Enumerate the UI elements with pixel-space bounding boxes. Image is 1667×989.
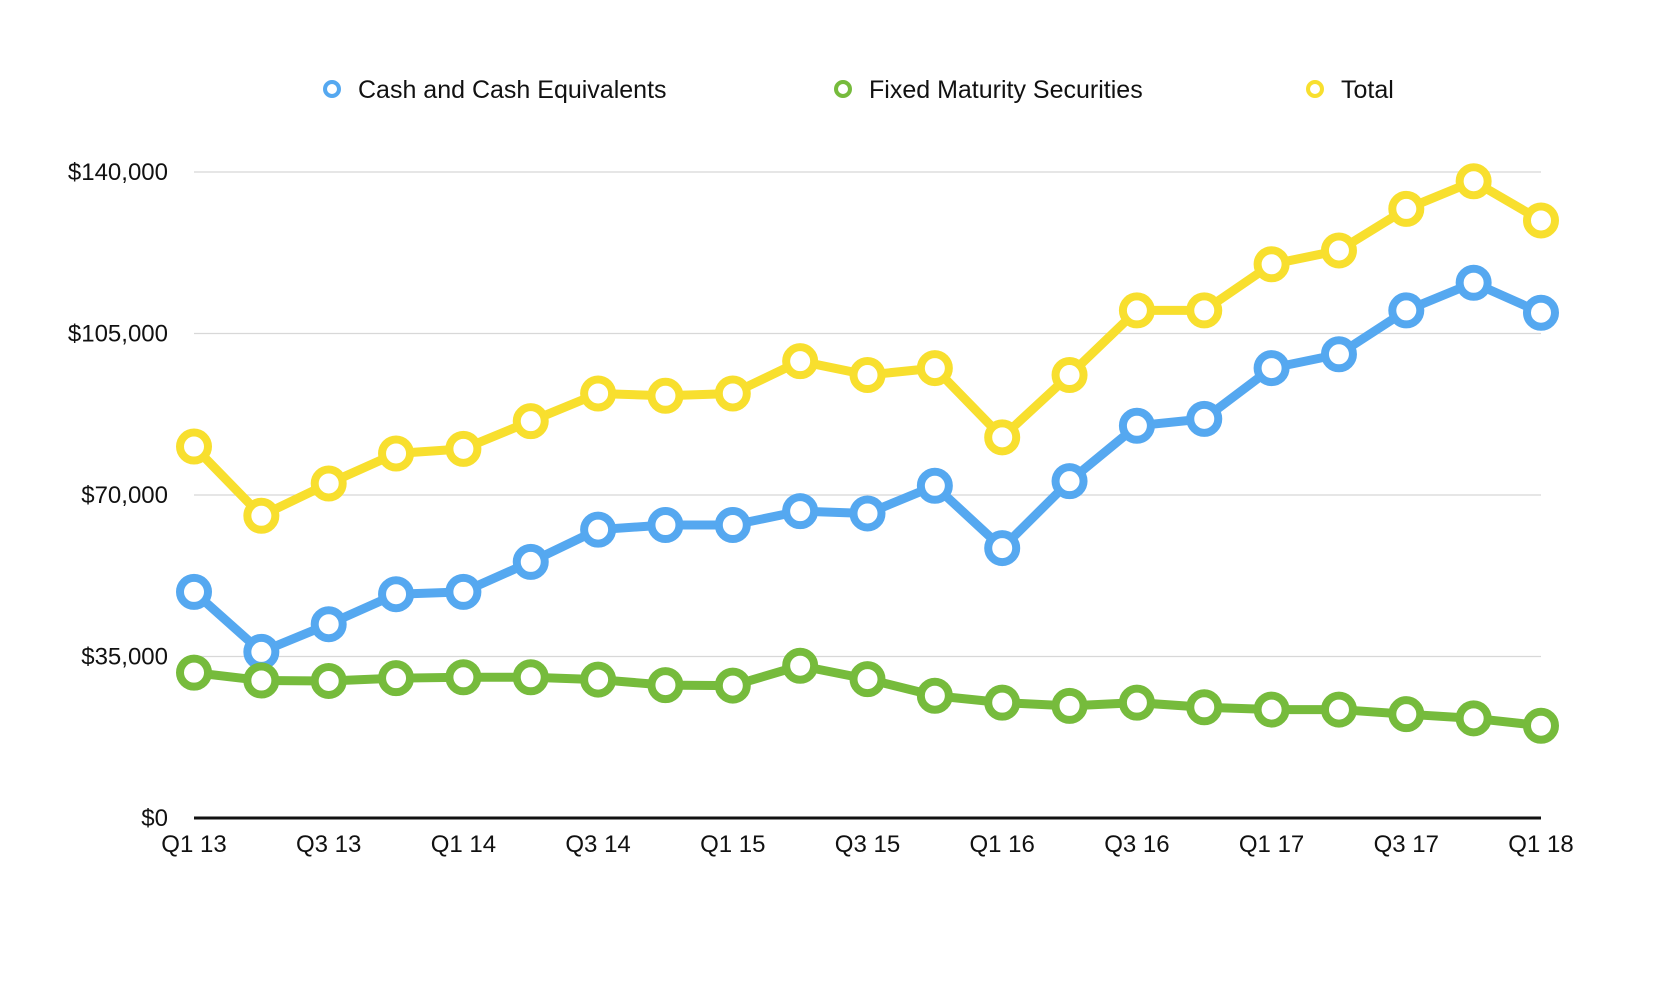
legend: Cash and Cash Equivalents Fixed Maturity … <box>323 76 1394 104</box>
data-point-cash-and-cash-equivalents <box>512 543 549 580</box>
data-point-total <box>647 377 684 414</box>
data-point-cash-and-cash-equivalents <box>1253 350 1290 387</box>
data-point-fixed-maturity-securities <box>1051 687 1088 724</box>
y-tick-label: $70,000 <box>81 482 168 509</box>
data-point-cash-and-cash-equivalents <box>714 506 751 543</box>
data-point-cash-and-cash-equivalents <box>580 511 617 548</box>
data-point-total <box>445 430 482 467</box>
data-point-fixed-maturity-securities <box>1523 707 1559 744</box>
x-tick-label: Q3 14 <box>565 831 630 858</box>
data-points <box>176 163 1559 744</box>
x-tick-label: Q1 13 <box>161 831 226 858</box>
x-tick-label: Q3 16 <box>1104 831 1169 858</box>
data-point-total <box>849 357 886 394</box>
data-point-fixed-maturity-securities <box>1388 696 1425 733</box>
data-point-fixed-maturity-securities <box>984 684 1021 721</box>
data-point-fixed-maturity-securities <box>647 667 684 704</box>
data-point-cash-and-cash-equivalents <box>1455 264 1492 301</box>
data-point-cash-and-cash-equivalents <box>1388 292 1425 329</box>
data-point-cash-and-cash-equivalents <box>176 573 212 610</box>
legend-label: Total <box>1341 76 1394 104</box>
y-tick-label: $140,000 <box>68 159 168 186</box>
data-point-cash-and-cash-equivalents <box>647 506 684 543</box>
data-point-total <box>1186 292 1223 329</box>
data-point-total <box>984 419 1021 456</box>
legend-item-total: Total <box>1306 76 1394 104</box>
data-point-total <box>1253 246 1290 283</box>
data-point-fixed-maturity-securities <box>176 654 212 691</box>
x-tick-label: Q3 17 <box>1374 831 1439 858</box>
x-tick-label: Q3 15 <box>835 831 900 858</box>
data-point-cash-and-cash-equivalents <box>1320 336 1357 373</box>
legend-marker <box>834 80 852 98</box>
data-point-fixed-maturity-securities <box>916 677 953 714</box>
data-point-total <box>512 403 549 440</box>
data-point-total <box>1523 202 1559 239</box>
data-point-total <box>310 465 347 502</box>
axes: $0 $35,000 $70,000 $105,000 $140,000 Q1 13 Q3 … <box>68 159 1574 858</box>
legend-label: Fixed Maturity Securities <box>869 76 1143 104</box>
data-point-cash-and-cash-equivalents <box>849 495 886 532</box>
y-tick-label: $35,000 <box>81 644 168 671</box>
x-tick-label: Q1 16 <box>970 831 1035 858</box>
data-point-total <box>243 497 280 534</box>
data-point-total <box>378 435 415 472</box>
data-point-fixed-maturity-securities <box>1455 700 1492 737</box>
data-point-cash-and-cash-equivalents <box>445 573 482 610</box>
data-point-fixed-maturity-securities <box>714 667 751 704</box>
data-point-cash-and-cash-equivalents <box>1118 407 1155 444</box>
data-point-fixed-maturity-securities <box>782 647 819 684</box>
x-tick-label: Q3 13 <box>296 831 361 858</box>
data-point-cash-and-cash-equivalents <box>782 493 819 530</box>
data-point-fixed-maturity-securities <box>849 661 886 698</box>
data-point-fixed-maturity-securities <box>1186 689 1223 726</box>
data-point-cash-and-cash-equivalents <box>916 467 953 504</box>
y-tick-label: $105,000 <box>68 321 168 348</box>
data-point-cash-and-cash-equivalents <box>310 606 347 643</box>
data-point-total <box>1455 163 1492 200</box>
data-point-total <box>1320 232 1357 269</box>
x-tick-label: Q1 18 <box>1508 831 1573 858</box>
data-point-cash-and-cash-equivalents <box>1186 400 1223 437</box>
gridlines <box>194 171 1541 658</box>
data-point-total <box>714 375 751 412</box>
data-point-fixed-maturity-securities <box>1320 691 1357 728</box>
data-point-cash-and-cash-equivalents <box>378 576 415 613</box>
legend-item-cash-and-cash-equivalents: Cash and Cash Equivalents <box>323 76 667 104</box>
data-point-fixed-maturity-securities <box>445 659 482 696</box>
data-point-fixed-maturity-securities <box>580 661 617 698</box>
data-point-total <box>1118 292 1155 329</box>
y-tick-label: $0 <box>141 805 168 832</box>
data-point-fixed-maturity-securities <box>1253 691 1290 728</box>
data-point-cash-and-cash-equivalents <box>984 530 1021 567</box>
data-point-cash-and-cash-equivalents <box>243 633 280 670</box>
data-point-total <box>1388 190 1425 227</box>
data-point-total <box>1051 357 1088 394</box>
data-point-fixed-maturity-securities <box>378 660 415 697</box>
data-point-fixed-maturity-securities <box>512 659 549 696</box>
legend-marker <box>1306 80 1324 98</box>
x-tick-label: Q1 15 <box>700 831 765 858</box>
data-point-fixed-maturity-securities <box>1118 684 1155 721</box>
data-point-cash-and-cash-equivalents <box>1051 463 1088 500</box>
legend-label: Cash and Cash Equivalents <box>358 76 667 104</box>
data-point-cash-and-cash-equivalents <box>1523 294 1559 331</box>
x-tick-label: Q1 17 <box>1239 831 1304 858</box>
x-tick-label: Q1 14 <box>431 831 496 858</box>
data-point-total <box>916 350 953 387</box>
data-point-total <box>782 343 819 380</box>
data-point-fixed-maturity-securities <box>243 662 280 699</box>
legend-marker <box>323 80 341 98</box>
data-point-total <box>176 428 212 465</box>
data-point-fixed-maturity-securities <box>310 662 347 699</box>
data-point-total <box>580 375 617 412</box>
legend-item-fixed-maturity-securities: Fixed Maturity Securities <box>834 76 1143 104</box>
